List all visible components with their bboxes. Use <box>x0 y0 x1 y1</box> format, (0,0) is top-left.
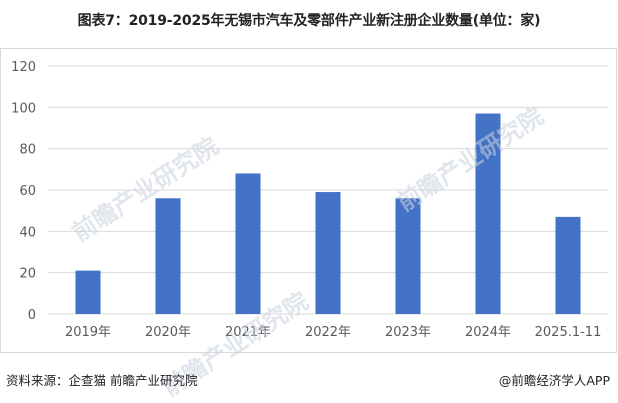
x-tick-label: 2020年 <box>145 325 191 340</box>
bar <box>555 216 581 314</box>
y-tick-label: 120 <box>11 60 36 75</box>
x-tick-label: 2022年 <box>305 325 351 340</box>
y-tick-label: 60 <box>19 184 36 199</box>
bar <box>75 270 101 314</box>
x-tick-label: 2024年 <box>465 325 511 340</box>
bar <box>155 198 181 314</box>
x-tick-label: 2025.1-11 <box>535 325 602 340</box>
chart-title: 图表7：2019-2025年无锡市汽车及零部件产业新注册企业数量(单位：家) <box>77 13 541 29</box>
bar <box>475 113 501 315</box>
x-tick-label: 2021年 <box>225 325 271 340</box>
bar <box>315 192 341 314</box>
y-tick-label: 80 <box>19 143 36 158</box>
y-tick-label: 100 <box>11 101 36 116</box>
brand-label: @前瞻经济学人APP <box>498 373 610 388</box>
x-tick-label: 2023年 <box>385 325 431 340</box>
bar <box>235 173 261 314</box>
chart-frame <box>0 48 617 353</box>
y-tick-label: 0 <box>28 308 36 323</box>
bar <box>395 198 421 314</box>
source-note: 资料来源：企查猫 前瞻产业研究院 <box>6 373 198 388</box>
y-tick-label: 40 <box>19 225 36 240</box>
x-tick-label: 2019年 <box>65 325 111 340</box>
bar-chart: 0 20 40 60 80 100 120 2019年 2020年 2021年 2022年 2023年… <box>11 60 608 340</box>
y-tick-label: 20 <box>19 267 36 282</box>
